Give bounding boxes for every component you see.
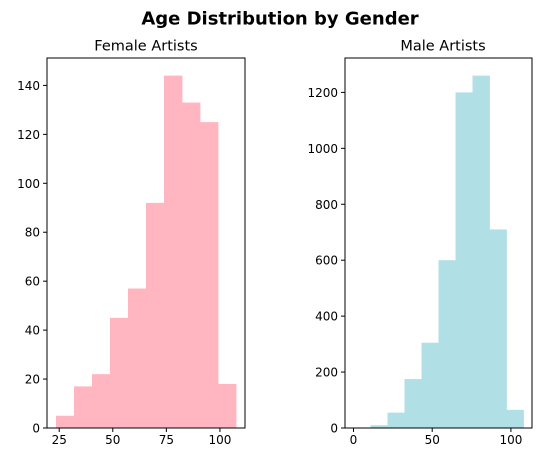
male-x-axis: 0 50 100 [350,428,522,447]
male-ytick-label-6: 1200 [307,86,338,100]
male-xtick-label-1: 50 [425,433,440,447]
female-bar-2 [92,374,111,428]
male-bar-5 [438,260,456,428]
female-bar-7 [182,102,201,428]
female-bar-3 [110,317,129,428]
female-ytick-label-0: 0 [32,422,40,436]
male-axes-frame [344,57,533,429]
male-bar-8 [489,229,507,428]
male-ytick-label-3: 600 [315,254,338,268]
male-xtick-label-0: 0 [350,433,358,447]
female-bar-8 [200,122,219,428]
male-bar-9 [506,409,524,428]
female-xtick-label-3: 100 [208,433,231,447]
female-panel-title: Female Artists [94,39,197,55]
female-xtick-label-1: 50 [105,433,120,447]
female-histogram-panel: Female Artists 25 50 75 100 0 20 40 60 80 100 120… [17,39,246,447]
female-ytick-label-3: 60 [25,275,40,289]
male-bars [370,75,524,428]
female-x-axis: 25 50 75 100 [52,428,231,447]
female-xtick-label-2: 75 [159,433,174,447]
male-histogram-panel: Male Artists 0 50 100 0 200 400 600 800 1000 120… [307,39,533,447]
male-bar-3 [404,379,422,428]
female-ytick-label-5: 100 [17,177,40,191]
figure-title: Age Distribution by Gender [141,9,418,30]
female-y-axis: 0 20 40 60 80 100 120 140 [17,79,47,436]
female-ytick-label-6: 120 [17,128,40,142]
male-panel-title: Male Artists [400,39,485,55]
male-y-axis: 0 200 400 600 800 1000 1200 [307,86,345,436]
female-bar-5 [146,202,165,428]
female-bar-1 [74,386,93,428]
female-ytick-label-2: 40 [25,324,40,338]
female-ytick-label-4: 80 [25,226,40,240]
female-ytick-label-1: 20 [25,373,40,387]
female-bars [56,75,237,428]
female-ytick-label-7: 140 [17,79,40,93]
female-bar-0 [56,415,75,428]
male-xtick-label-2: 100 [499,433,522,447]
male-bar-1 [370,425,388,428]
male-ytick-label-4: 800 [315,198,338,212]
male-ytick-label-5: 1000 [307,142,338,156]
female-xtick-label-0: 25 [52,433,67,447]
female-bar-9 [218,383,237,428]
female-bar-6 [164,75,183,428]
male-bar-2 [387,412,405,428]
male-ytick-label-1: 200 [315,366,338,380]
male-bar-4 [421,342,439,428]
female-bar-4 [128,288,147,428]
male-bar-6 [455,92,473,428]
male-bar-7 [472,75,490,428]
male-ytick-label-0: 0 [330,422,338,436]
female-axes-frame [46,57,246,429]
male-ytick-label-2: 400 [315,310,338,324]
